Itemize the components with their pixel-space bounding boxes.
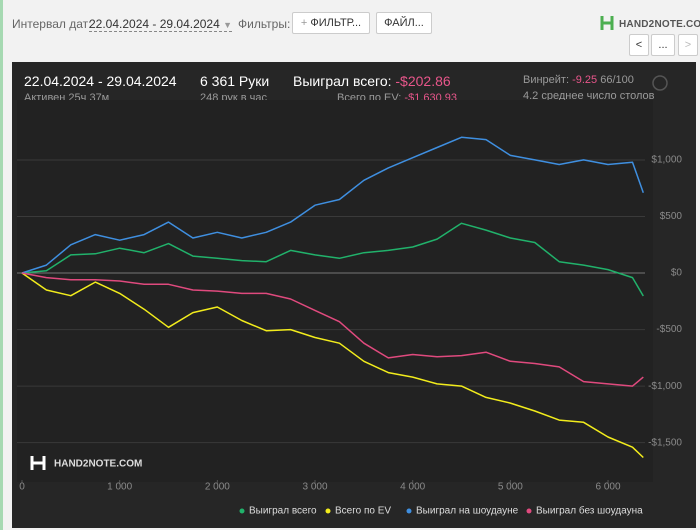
legend-dot xyxy=(325,508,331,514)
logo-icon xyxy=(600,15,614,31)
legend-dot xyxy=(239,508,245,514)
nav-next[interactable]: > xyxy=(678,34,698,56)
date-range-text[interactable]: 22.04.2024 - 29.04.2024 xyxy=(89,17,220,31)
settings-icon[interactable] xyxy=(652,75,668,91)
winrate-unit: 66/100 xyxy=(600,74,634,86)
series-line xyxy=(21,136,645,274)
x-tick-label: 5 000 xyxy=(498,482,523,493)
y-tick-label: -$1,000 xyxy=(648,381,682,392)
x-tick-label: 3 000 xyxy=(303,482,328,493)
won-label: Выиграл всего: xyxy=(293,73,392,89)
side-stripe xyxy=(0,0,3,530)
nav-more[interactable]: ... xyxy=(651,34,675,56)
series-line xyxy=(21,222,644,297)
x-tick-label: 0 xyxy=(19,482,25,493)
stats-period: 22.04.2024 - 29.04.2024 xyxy=(24,73,177,89)
y-tick-label: -$1,500 xyxy=(648,437,682,448)
x-tick-label: 1 000 xyxy=(107,482,132,493)
y-tick-label: $500 xyxy=(660,211,683,222)
date-range[interactable]: 22.04.2024 - 29.04.2024 ▼ xyxy=(89,17,233,32)
series-line xyxy=(21,272,644,387)
legend-label: Выиграл всего xyxy=(249,506,317,517)
won-value: -$202.86 xyxy=(395,73,451,89)
filters-label: Фильтры: xyxy=(238,17,291,31)
x-tick-label: 6 000 xyxy=(596,482,621,493)
legend-dot xyxy=(406,508,412,514)
stats-hands: 6 361 Руки xyxy=(200,73,270,89)
watermark: HAND2NOTE.COM xyxy=(54,459,142,470)
stats-won: Выиграл всего: -$202.86 xyxy=(293,73,451,89)
nav-prev[interactable]: < xyxy=(629,34,649,56)
legend-label: Выиграл без шоудауна xyxy=(536,505,643,517)
legend-label: Всего по EV xyxy=(335,506,391,517)
y-tick-label: -$500 xyxy=(656,324,682,335)
series-line xyxy=(21,272,644,459)
y-tick-label: $0 xyxy=(671,268,683,279)
filter-button[interactable]: + ФИЛЬТР... xyxy=(292,12,370,34)
plot-area xyxy=(17,100,653,482)
winrate-label: Винрейт: xyxy=(523,74,570,86)
stats-winrate: Винрейт: -9.25 66/100 xyxy=(523,74,634,86)
winrate-value: -9.25 xyxy=(572,74,598,86)
watermark-icon xyxy=(30,456,46,470)
logo-text: HAND2NOTE.COM xyxy=(619,19,700,30)
stats-tables: 4.2 среднее число столов xyxy=(523,90,655,102)
filter-button-text[interactable]: ФИЛЬТР... xyxy=(310,17,362,29)
date-label: Интервал дат: xyxy=(12,17,92,31)
logo-mark xyxy=(600,16,614,30)
x-tick-label: 2 000 xyxy=(205,482,230,493)
file-button[interactable]: ФАЙЛ... xyxy=(376,12,432,34)
y-tick-label: $1,000 xyxy=(651,155,682,166)
x-tick-label: 4 000 xyxy=(400,482,425,493)
legend-label: Выиграл на шоудауне xyxy=(416,506,519,517)
legend-dot xyxy=(526,508,532,514)
